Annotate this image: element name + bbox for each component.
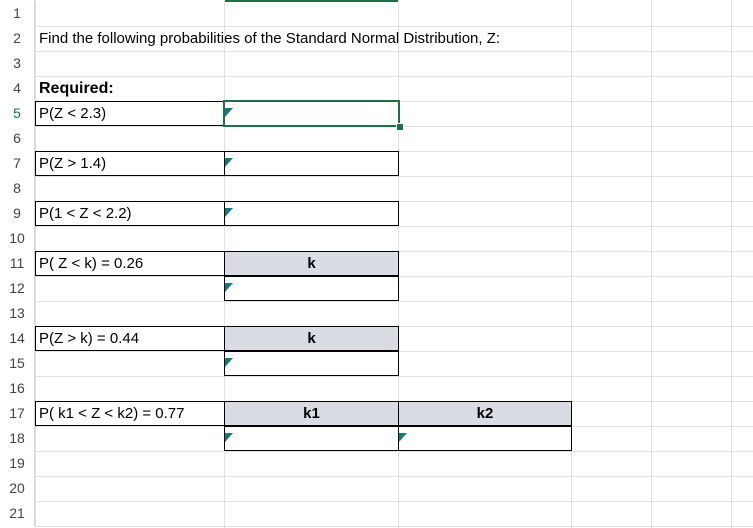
row-header[interactable]: 18 [0,426,35,451]
column-selection-indicator [224,0,399,2]
question-cell[interactable]: P( Z < k) = 0.26 [35,251,225,276]
gridline [35,451,753,452]
answer-cell[interactable] [224,201,399,226]
comment-marker-icon [225,283,233,292]
question-cell[interactable]: P( k1 < Z < k2) = 0.77 [35,401,225,426]
comment-marker-icon [225,158,233,167]
row-header[interactable]: 20 [0,476,35,501]
gridline [731,0,732,528]
row-header[interactable]: 10 [0,226,35,251]
gridline [35,476,753,477]
gridline [35,301,753,302]
row-header[interactable]: 8 [0,176,35,201]
row-header[interactable]: 2 [0,26,35,51]
k-header-cell[interactable]: k [224,326,399,351]
gridline [35,176,753,177]
row-header-active[interactable]: 5 [0,101,35,126]
row-header[interactable]: 11 [0,251,35,276]
comment-marker-icon [225,433,233,442]
gridline [571,0,572,528]
gridline [35,76,753,77]
gridline [35,26,753,27]
row-header[interactable]: 17 [0,401,35,426]
question-cell[interactable]: P(Z < 2.3) [35,101,225,126]
row-header[interactable]: 4 [0,76,35,101]
gridline [651,0,652,528]
row-header[interactable]: 9 [0,201,35,226]
required-label[interactable]: Required: [39,80,114,97]
answer-cell[interactable] [224,351,399,376]
gridline [35,376,753,377]
question-cell[interactable]: P(Z > 1.4) [35,151,225,176]
row-header[interactable]: 12 [0,276,35,301]
question-text: P(1 < Z < 2.2) [39,205,132,222]
question-text: P(Z > k) = 0.44 [39,330,140,347]
comment-marker-icon [225,358,233,367]
comment-marker-icon [399,433,407,442]
fill-handle[interactable] [396,123,404,131]
row-header[interactable]: 14 [0,326,35,351]
k-header-cell[interactable]: k [224,251,399,276]
instruction-text[interactable]: Find the following probabilities of the … [39,30,501,47]
question-text: P(Z < 2.3) [39,105,107,122]
answer-cell[interactable] [224,276,399,301]
row-header[interactable]: 19 [0,451,35,476]
row-header[interactable]: 16 [0,376,35,401]
comment-marker-icon [225,208,233,217]
answer-cell[interactable] [224,151,399,176]
question-text: P(Z > 1.4) [39,155,107,172]
k1-header-cell[interactable]: k1 [224,401,399,426]
row-header[interactable]: 3 [0,51,35,76]
row-header[interactable]: 7 [0,151,35,176]
row-header[interactable]: 1 [0,1,35,26]
question-cell[interactable]: P(Z > k) = 0.44 [35,326,225,351]
question-cell[interactable]: P(1 < Z < 2.2) [35,201,225,226]
gridline [35,226,753,227]
row-header[interactable]: 6 [0,126,35,151]
row-header[interactable]: 21 [0,501,35,526]
answer-cell[interactable] [398,426,572,451]
k2-header-cell[interactable]: k2 [398,401,572,426]
row-header[interactable]: 15 [0,351,35,376]
gridline [35,526,753,527]
answer-cell[interactable] [224,426,399,451]
question-text: P( Z < k) = 0.26 [39,255,144,272]
question-text: P( k1 < Z < k2) = 0.77 [39,405,185,422]
comment-marker-icon [225,108,233,117]
active-cell-selection[interactable] [223,100,400,127]
gridline [35,51,753,52]
row-header[interactable]: 13 [0,301,35,326]
gridline [35,501,753,502]
